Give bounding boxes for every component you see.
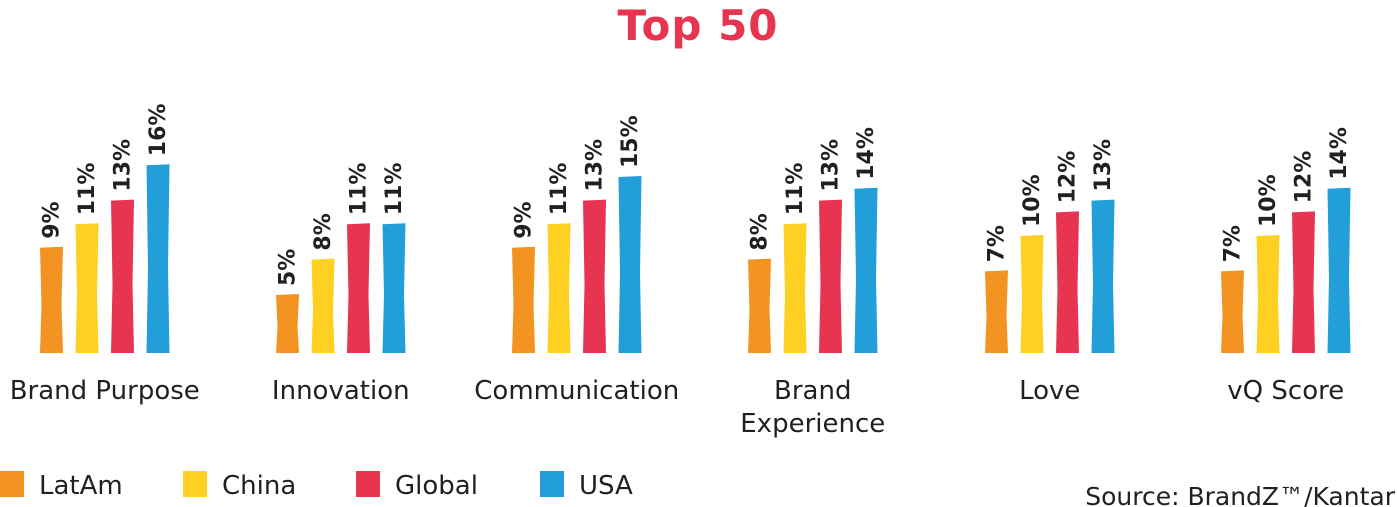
data-label-latam-6: 7% — [1221, 225, 1246, 262]
data-label-latam-4: 8% — [748, 213, 773, 250]
bar-usa-6 — [1327, 187, 1351, 353]
data-label-global-1: 13% — [111, 139, 136, 192]
category-label-4-line-2: Experience — [740, 409, 885, 439]
legend-swatch-usa — [540, 471, 564, 497]
bar-china-3 — [547, 223, 571, 353]
category-label-4-line-1: Brand — [774, 376, 851, 406]
bar-china-1 — [75, 223, 99, 353]
legend-swatch-china — [183, 471, 207, 497]
legend-label-global: Global — [395, 471, 478, 501]
legend-swatch-latam — [0, 471, 24, 497]
data-label-usa-2: 11% — [382, 163, 407, 216]
data-label-china-5: 10% — [1020, 174, 1045, 227]
source-note: Source: BrandZ™/Kantar — [1085, 482, 1395, 507]
bar-china-6 — [1256, 235, 1280, 353]
category-label-3: Communication — [474, 376, 679, 406]
data-label-global-6: 12% — [1292, 151, 1317, 204]
bar-global-2 — [347, 223, 370, 353]
legend-label-china: China — [222, 471, 296, 501]
data-label-usa-1: 16% — [146, 104, 171, 157]
bar-latam-4 — [748, 258, 771, 353]
data-label-global-4: 13% — [819, 139, 844, 192]
data-label-latam-3: 9% — [512, 201, 537, 238]
category-label-5: Love — [1019, 376, 1080, 406]
bar-global-1 — [111, 199, 134, 353]
chart-title: Top 50 — [617, 1, 778, 50]
data-label-usa-4: 14% — [854, 127, 879, 180]
data-label-usa-5: 13% — [1091, 139, 1116, 192]
data-label-china-1: 11% — [75, 163, 100, 216]
bar-usa-5 — [1091, 199, 1115, 353]
bar-global-5 — [1056, 211, 1079, 353]
bar-global-3 — [583, 199, 606, 353]
bar-usa-2 — [382, 223, 406, 353]
category-labels-group: Brand Purpose Innovation Communication Bran… — [10, 376, 1345, 439]
legend-label-usa: USA — [579, 471, 633, 501]
data-label-china-4: 11% — [783, 163, 808, 216]
bar-china-5 — [1020, 235, 1044, 353]
data-label-latam-2: 5% — [276, 249, 301, 286]
data-label-usa-3: 15% — [618, 115, 643, 168]
category-label-2: Innovation — [272, 376, 410, 406]
data-label-china-6: 10% — [1256, 174, 1281, 227]
bars-group — [40, 164, 1351, 353]
data-label-latam-5: 7% — [985, 225, 1010, 262]
bar-latam-5 — [985, 270, 1008, 353]
data-label-china-3: 11% — [547, 163, 572, 216]
category-label-6: vQ Score — [1227, 376, 1344, 406]
bar-usa-4 — [854, 187, 878, 353]
bar-global-6 — [1292, 211, 1315, 353]
bar-global-4 — [819, 199, 842, 353]
bar-latam-2 — [276, 294, 299, 353]
bar-china-2 — [311, 258, 335, 353]
legend: LatAm China Global USA — [0, 471, 633, 501]
data-label-global-3: 13% — [583, 139, 608, 192]
bar-latam-3 — [512, 246, 535, 353]
data-label-global-2: 11% — [347, 163, 372, 216]
data-label-usa-6: 14% — [1327, 127, 1352, 180]
bar-latam-6 — [1221, 270, 1244, 353]
data-label-global-5: 12% — [1056, 151, 1081, 204]
bar-china-4 — [783, 223, 807, 353]
data-label-latam-1: 9% — [40, 201, 65, 238]
legend-swatch-global — [356, 471, 380, 497]
bar-usa-3 — [618, 176, 642, 353]
data-labels-group: 9% 11% 13% 16% 5% 8% 11% 11% 9% 11% 13% 15% 8% 11% 13%… — [40, 104, 1353, 286]
data-label-china-2: 8% — [311, 213, 336, 250]
legend-label-latam: LatAm — [39, 471, 123, 501]
bar-usa-1 — [146, 164, 170, 353]
bar-latam-1 — [40, 246, 63, 353]
category-label-1: Brand Purpose — [10, 376, 200, 406]
